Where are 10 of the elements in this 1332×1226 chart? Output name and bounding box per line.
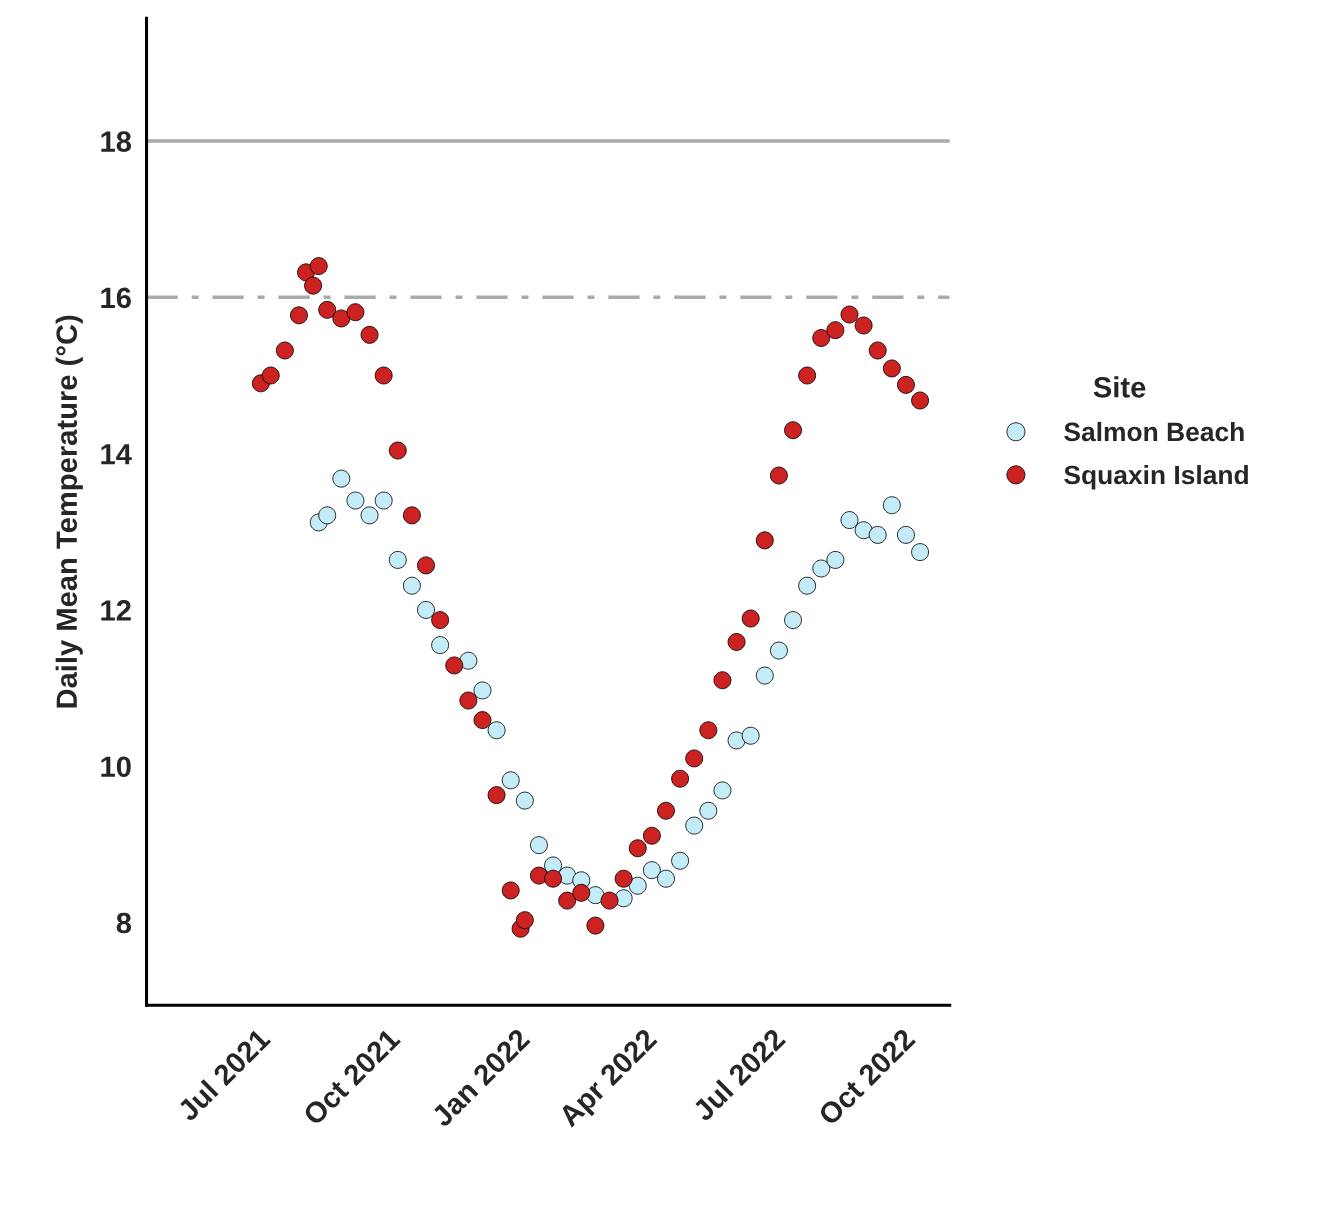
- y-tick-label: 14: [101, 444, 132, 465]
- y-tick-label: 8: [116, 912, 132, 934]
- legend-label: Squaxin Island: [1064, 464, 1248, 490]
- y-tick-label: 18: [101, 131, 132, 152]
- y-tick-label: 10: [101, 756, 131, 778]
- legend-title: Site: [1093, 376, 1146, 398]
- y-tick-label: 12: [101, 600, 131, 621]
- legend-label: Salmon Beach: [1064, 421, 1244, 442]
- y-tick-label: 16: [101, 287, 131, 309]
- y-axis-title: Daily Mean Temperature (°C): [55, 315, 83, 708]
